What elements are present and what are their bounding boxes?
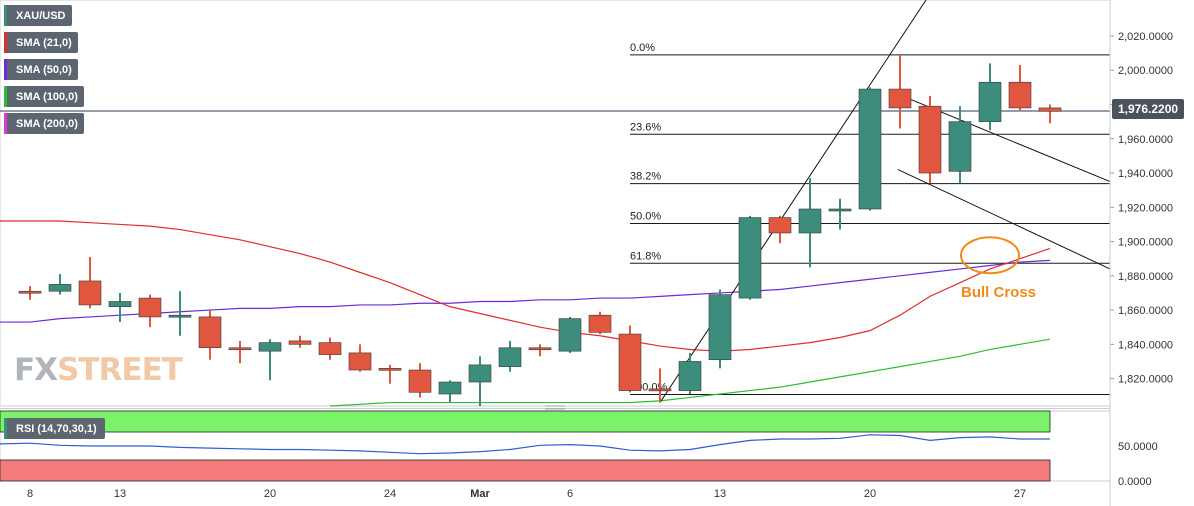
- price-panel: [0, 0, 1111, 407]
- axes: 1,820.0000 1,840.0000 1,860.0000 1,880.0000…: [27, 0, 1173, 506]
- legend-rsi-label: RSI (14,70,30,1): [16, 422, 97, 435]
- price-tick-label: 1,860.0000: [1118, 305, 1173, 317]
- bear-candle: [198, 316, 222, 349]
- bull-cross-circle: [960, 236, 1020, 275]
- fib-level-label: 61.8%: [630, 250, 661, 262]
- bear-candle: [228, 347, 252, 351]
- bear-candle: [648, 388, 672, 392]
- fib-level-label: 50.0%: [630, 211, 661, 223]
- bear-candle: [408, 369, 432, 393]
- bull-candle: [168, 314, 192, 318]
- bull-candle: [798, 208, 822, 234]
- support-trend-line: [897, 169, 1111, 270]
- bull-candle: [708, 294, 732, 361]
- x-tick-label: 27: [1014, 488, 1026, 500]
- bull-cross-label: Bull Cross: [961, 284, 1036, 301]
- fib-level-label: 23.6%: [630, 121, 661, 133]
- legend-sma21[interactable]: SMA (21,0): [4, 32, 78, 53]
- current-price-tag: 1,976.2200: [1112, 99, 1185, 119]
- legend-sma21-swatch: [4, 32, 7, 53]
- bull-candle: [108, 301, 132, 307]
- bear-candle: [528, 347, 552, 351]
- bull-candle: [738, 217, 762, 299]
- x-tick-label: 6: [567, 488, 573, 500]
- legend-sma50[interactable]: SMA (50,0): [4, 59, 78, 80]
- fib-level-label: 38.2%: [630, 171, 661, 183]
- bull-candle: [48, 284, 72, 292]
- price-tick-label: 1,840.0000: [1118, 339, 1173, 351]
- legend-rsi-swatch: [4, 418, 7, 439]
- x-tick-label: 13: [714, 488, 726, 500]
- legend-sma200-swatch: [4, 113, 7, 134]
- bull-candle: [438, 381, 462, 395]
- price-tick-label: 1,820.0000: [1118, 374, 1173, 386]
- rsi-line: [0, 434, 1050, 455]
- rsi-tick-label: 50.0000: [1118, 441, 1158, 453]
- bear-candle: [1038, 107, 1062, 112]
- rsi-overbought-zone: [0, 410, 1051, 433]
- price-tick-label: 1,940.0000: [1118, 168, 1173, 180]
- bear-candle: [318, 342, 342, 355]
- x-tick-label: 20: [264, 488, 276, 500]
- rsi-zones: [0, 410, 1051, 482]
- legend-sma100-label: SMA (100,0): [16, 90, 78, 103]
- bear-candle: [918, 105, 942, 174]
- bear-candle: [888, 88, 912, 109]
- bull-candle: [258, 342, 282, 352]
- bear-candle: [618, 333, 642, 391]
- legend-symbol[interactable]: XAU/USD: [4, 5, 72, 26]
- annotations: Bull Cross: [960, 236, 1036, 301]
- grid: [0, 0, 1111, 482]
- bear-candle: [768, 217, 792, 234]
- bear-candle: [378, 368, 402, 371]
- price-tick-label: 1,960.0000: [1118, 134, 1173, 146]
- legend-symbol-label: XAU/USD: [16, 9, 66, 22]
- rsi-oversold-zone: [0, 459, 1051, 482]
- sma50-line: [0, 259, 1051, 323]
- legend-sma50-swatch: [4, 59, 7, 80]
- legend-sma200[interactable]: SMA (200,0): [4, 113, 84, 134]
- bear-candle: [348, 352, 372, 371]
- price-tick-label: 1,880.0000: [1118, 271, 1173, 283]
- legend-sma200-label: SMA (200,0): [16, 117, 78, 130]
- current-price-label: 1,976.2200: [1118, 102, 1179, 116]
- bear-candle: [18, 290, 42, 294]
- legend-sma50-label: SMA (50,0): [16, 63, 72, 76]
- x-tick-label: Mar: [470, 488, 490, 500]
- x-tick-label: 8: [27, 488, 33, 500]
- x-tick-label: 20: [864, 488, 876, 500]
- bull-candle: [858, 88, 882, 210]
- legend-symbol-swatch: [4, 5, 7, 26]
- bull-candle: [498, 347, 522, 367]
- bear-candle: [588, 314, 612, 333]
- bear-candle: [78, 280, 102, 306]
- legend-rsi[interactable]: RSI (14,70,30,1): [4, 418, 105, 439]
- rsi-line: [0, 434, 1050, 455]
- legend-sma100[interactable]: SMA (100,0): [4, 86, 84, 107]
- x-tick-label: 13: [114, 488, 126, 500]
- rsi-tick-label: 0.0000: [1118, 476, 1152, 488]
- bear-candle: [1008, 81, 1032, 109]
- bull-candle: [678, 361, 702, 391]
- price-tick-label: 1,920.0000: [1118, 202, 1173, 214]
- uptrend-line: [659, 0, 927, 403]
- x-tick-label: 24: [384, 488, 396, 500]
- bear-candle: [138, 297, 162, 318]
- bull-candle: [828, 208, 852, 212]
- bull-candle: [558, 318, 582, 352]
- legend-sma100-swatch: [4, 86, 7, 107]
- price-tick-label: 1,900.0000: [1118, 237, 1173, 249]
- price-tick-label: 2,000.0000: [1118, 65, 1173, 77]
- bull-candle: [468, 364, 492, 383]
- bull-candle: [978, 81, 1002, 122]
- price-tick-label: 2,020.0000: [1118, 31, 1173, 43]
- sma21-line: [0, 220, 1051, 352]
- bear-candle: [288, 340, 312, 345]
- fxstreet-watermark: FXSTREET: [14, 352, 183, 388]
- legend-sma21-label: SMA (21,0): [16, 36, 72, 49]
- fib-level-label: 0.0%: [630, 42, 655, 54]
- bull-candle: [948, 121, 972, 172]
- candles: [18, 54, 1062, 406]
